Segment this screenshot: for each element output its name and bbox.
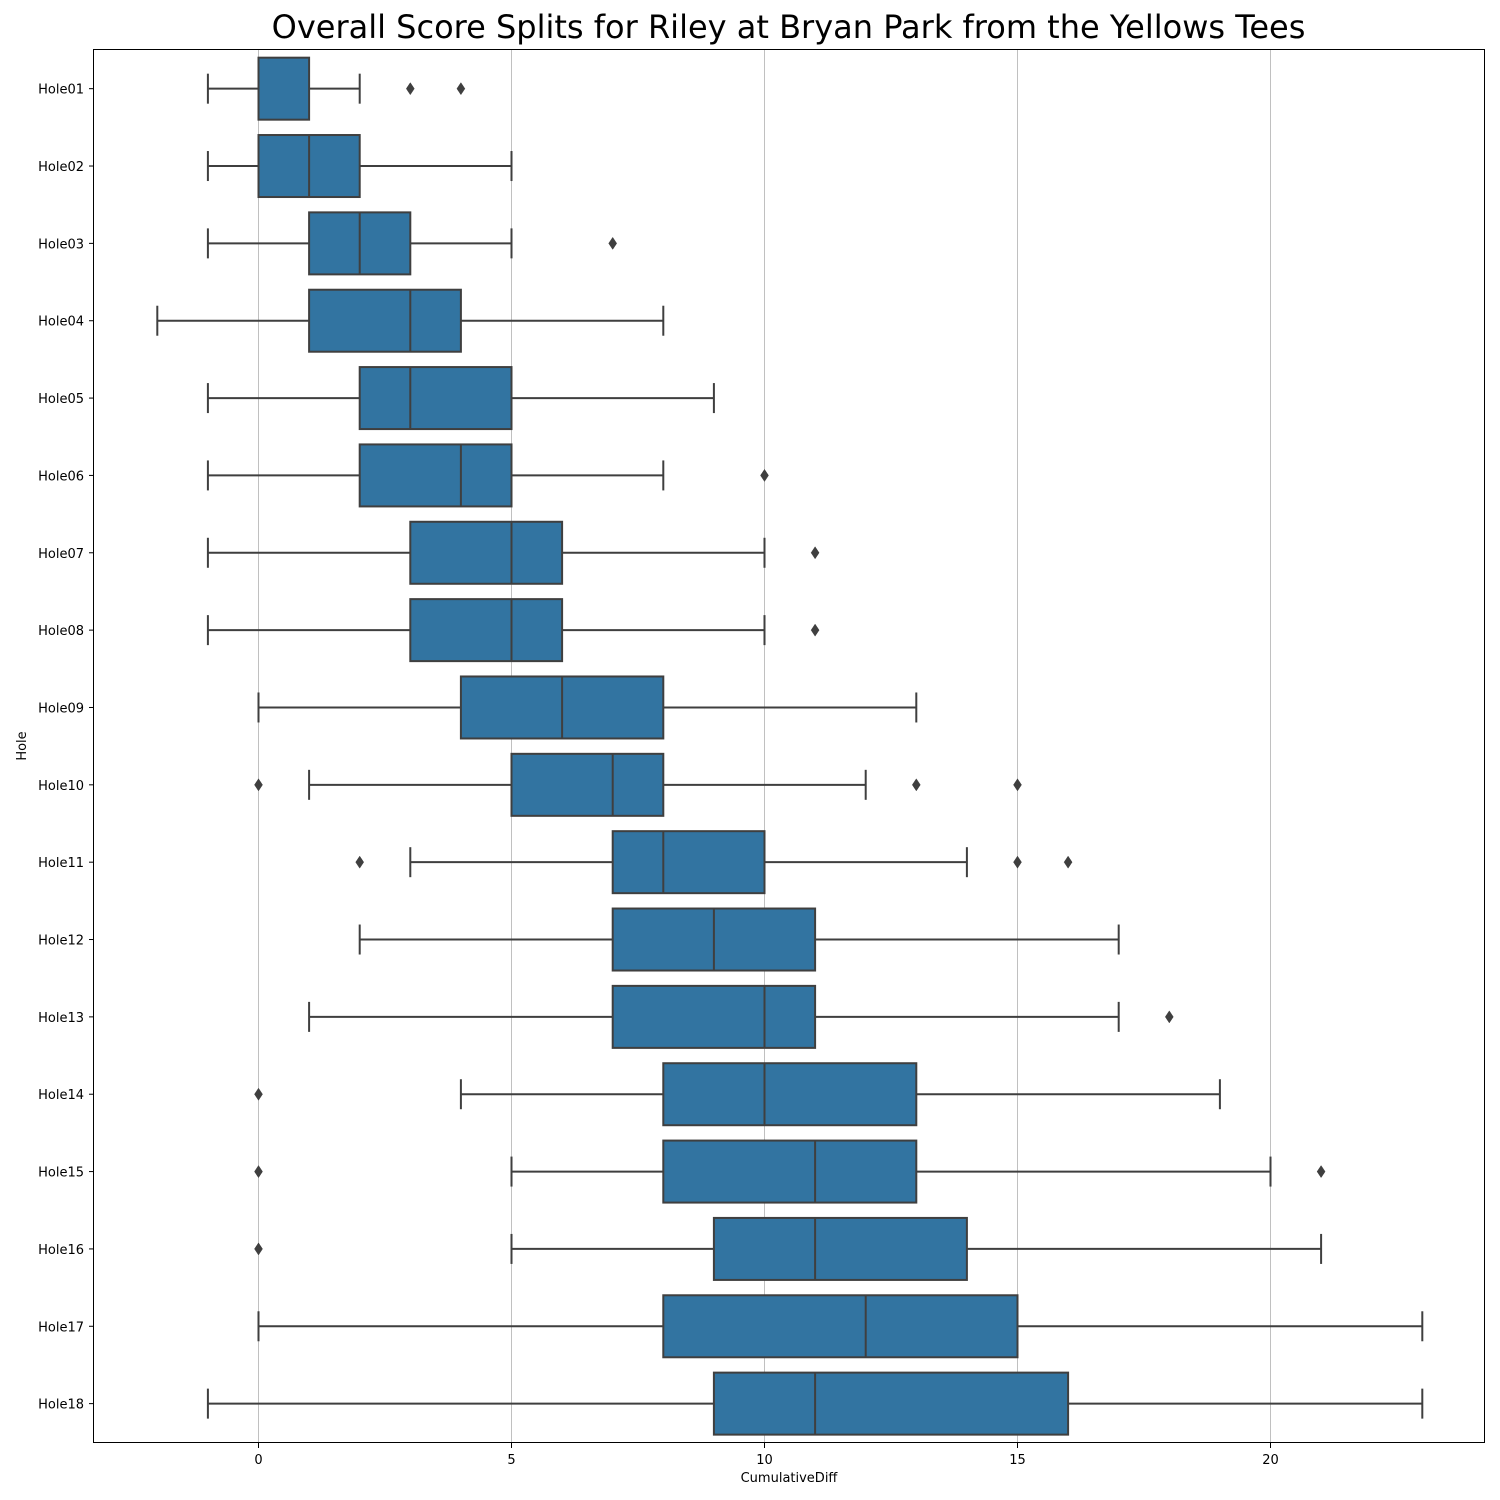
box-iqr [712, 1216, 968, 1281]
box-iqr [712, 1371, 1070, 1436]
y-tick-label: Hole15 [38, 1166, 84, 1181]
box-iqr [611, 830, 766, 895]
outlier-point [405, 82, 415, 96]
outlier-point [254, 778, 263, 792]
chart-title: Overall Score Splits for Riley at Bryan … [271, 8, 1306, 46]
outlier-point [911, 778, 921, 792]
box-iqr [662, 1139, 918, 1204]
outlier-point [456, 82, 466, 96]
box-series [156, 56, 1424, 1436]
box-iqr [358, 366, 513, 431]
x-tick-label: 20 [1262, 1453, 1279, 1468]
y-tick-label: Hole10 [38, 779, 84, 794]
box-iqr [358, 443, 513, 508]
outlier-point [254, 1087, 263, 1101]
box-iqr [662, 1062, 918, 1127]
outlier-point [810, 623, 820, 637]
box-iqr [308, 288, 462, 353]
x-axis-label: CumulativeDiff [741, 1471, 839, 1486]
y-tick-label: Hole06 [38, 469, 84, 484]
box-iqr [611, 984, 817, 1049]
gridlines [258, 50, 1271, 1443]
outlier-point [1013, 855, 1022, 869]
outlier-point [355, 855, 365, 869]
box-iqr [409, 598, 564, 663]
outlier-point [608, 236, 618, 250]
box-iqr [662, 1294, 1019, 1359]
y-tick-label: Hole13 [38, 1011, 84, 1026]
y-tick-label: Hole18 [38, 1398, 84, 1413]
y-tick-label: Hole08 [38, 624, 84, 639]
outlier-point [1013, 778, 1022, 792]
x-tick-label: 0 [254, 1453, 262, 1468]
axes: 0 5 10 15 20 Hole01 Hole02 Hole03 Hole04 Hole05 Ho… [38, 83, 1279, 1468]
box-iqr [257, 56, 311, 121]
outlier-point [254, 1242, 263, 1256]
y-tick-label: Hole02 [38, 160, 84, 175]
y-tick-label: Hole11 [38, 856, 84, 871]
box-iqr [409, 520, 564, 585]
x-tick-label: 15 [1009, 1453, 1026, 1468]
y-axis-label: Hole [15, 731, 30, 760]
outlier-point [1063, 855, 1073, 869]
outlier-point [1164, 1010, 1174, 1024]
y-tick-label: Hole07 [38, 547, 84, 562]
y-tick-label: Hole01 [38, 83, 84, 98]
x-tick-label: 5 [507, 1453, 515, 1468]
y-tick-label: Hole05 [38, 392, 84, 407]
y-tick-label: Hole14 [38, 1088, 84, 1103]
y-tick-label: Hole16 [38, 1243, 84, 1258]
y-tick-label: Hole17 [38, 1320, 84, 1335]
outlier-point [760, 468, 769, 482]
y-tick-label: Hole03 [38, 237, 84, 252]
plot-frame [93, 49, 1485, 1443]
box-iqr [510, 752, 665, 817]
outlier-point [810, 546, 820, 560]
outlier-point [254, 1165, 263, 1179]
outlier-point [1316, 1165, 1326, 1179]
x-tick-label: 10 [756, 1453, 773, 1468]
y-tick-label: Hole09 [38, 701, 84, 716]
y-tick-label: Hole12 [38, 934, 84, 949]
y-tick-label: Hole04 [38, 315, 84, 330]
